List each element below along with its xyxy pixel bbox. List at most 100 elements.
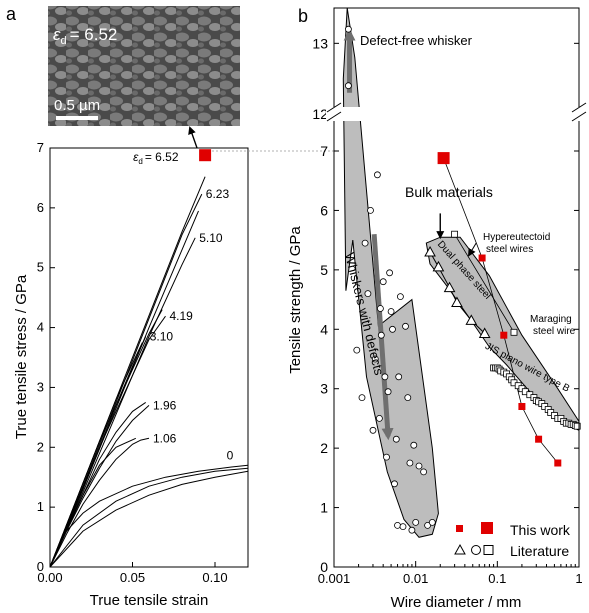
whisker-point [381, 373, 389, 381]
panel-b-xlabel: Wire diameter / mm [391, 594, 522, 611]
dual-phase-point [478, 327, 491, 338]
stress-strain-curve-1.06 [49, 437, 150, 568]
whisker-point [364, 290, 372, 298]
panel-b-ytick-label: 0 [320, 559, 328, 575]
legend-circle-marker [471, 545, 481, 555]
this-work-point [518, 403, 526, 410]
whisker-point [392, 435, 400, 443]
legend-this-work: This work [510, 522, 571, 538]
micrograph-strain-symbol: ε [53, 25, 61, 44]
this-work-point [500, 331, 508, 339]
whisker-point [399, 523, 407, 530]
whisker-point [358, 394, 366, 402]
whisker-point [420, 468, 428, 476]
annotation-hyper-2: steel wires [486, 244, 533, 255]
micrograph-pointer-arrow [188, 126, 198, 149]
panel-a-ytick-label: 1 [37, 499, 44, 514]
panel-a-xlabel: True tensile strain [90, 592, 209, 609]
legend-large-red-square [481, 522, 493, 534]
stress-strain-curve-extra-0 [49, 467, 249, 568]
whisker-point [376, 305, 384, 312]
whisker-point [387, 308, 395, 315]
legend-small-red-square [456, 525, 463, 532]
whisker-point [344, 25, 352, 33]
annotation-defect-free: Defect-free whisker [360, 33, 473, 48]
curve-label-5.10: 5.10 [199, 231, 223, 245]
whisker-point [384, 388, 392, 396]
whisker-point [379, 278, 387, 286]
panel-b-ytick-label: 4 [320, 321, 328, 337]
panel-a-xtick-label: 0.10 [202, 570, 227, 585]
panel-b-ytick-label: 7 [320, 143, 328, 159]
stress-strain-curve-1.96 [49, 405, 150, 568]
panel-b-ytick-label: 1 [320, 500, 328, 516]
whisker-point [375, 414, 383, 422]
panel-b-xtick-label: 0.1 [488, 571, 506, 586]
panel-a-ytick-label: 7 [37, 140, 44, 155]
stress-strain-curve-extra-3 [49, 401, 146, 568]
whisker-point [383, 453, 390, 461]
curve-label-6.52: εd = 6.52 [133, 150, 179, 166]
axis-break [326, 102, 588, 122]
whisker-point [412, 519, 420, 526]
annotation-hyper-1: Hypereutectoid [483, 232, 550, 243]
this-work-line [443, 157, 559, 464]
legend-triangle-marker [454, 543, 466, 555]
curve-label-1.96: 1.96 [153, 398, 177, 412]
micrograph-inset: εd = 6.52 0.5 µm [48, 6, 240, 126]
panel-a-ytick-label: 4 [37, 320, 44, 335]
whisker-point [406, 459, 414, 467]
whisker-point [396, 293, 404, 301]
panel-a-ylabel: True tensile stress / GPa [13, 274, 30, 439]
this-work-point [535, 435, 543, 443]
panel-b-ytick-label: 12 [312, 106, 328, 122]
panel-b-label: b [298, 6, 308, 26]
whisker-point [402, 322, 409, 330]
panel-b-frame [333, 7, 580, 568]
panel-a-ytick-label: 3 [37, 379, 44, 394]
curve-label-1.06: 1.06 [153, 431, 177, 445]
legend-literature: Literature [510, 543, 569, 559]
whisker-region [342, 7, 439, 538]
this-work-point [478, 254, 486, 262]
panel-b-xtick-label: 1 [575, 571, 582, 586]
dual-phase-point [465, 314, 478, 325]
whisker-point [415, 462, 423, 470]
whisker-point [344, 82, 352, 90]
micrograph-strain-value: = 6.52 [70, 25, 118, 44]
whisker-point [369, 426, 377, 434]
panel-a-chart: 0 1.06 1.96 3.10 4.19 5.10 6.23 εd = 6.52 0 1 2 3 4 5… [13, 126, 249, 609]
whisker-point [361, 239, 369, 247]
whisker-point [408, 526, 416, 534]
dual-phase-point [443, 281, 456, 293]
whisker-point [395, 373, 403, 381]
this-work-point [554, 459, 562, 467]
panel-a-xtick-label: 0.05 [120, 570, 145, 585]
dual-phase-point [451, 296, 463, 308]
stress-strain-curve-extra-1 [49, 470, 249, 568]
whisker-point [386, 269, 394, 277]
whisker-point [389, 325, 396, 333]
whisker-point [428, 519, 436, 526]
hyper-pointer-arrow [467, 242, 477, 257]
whisker-point [353, 346, 361, 354]
hypereutectoid-point [451, 230, 459, 238]
annotation-bulk: Bulk materials [405, 184, 493, 200]
panel-b-ytick-label: 13 [312, 35, 328, 51]
panel-b-ytick-label: 3 [320, 381, 328, 397]
whisker-point [410, 441, 418, 449]
scale-bar-label: 0.5 µm [54, 97, 100, 114]
panel-b-ylabel: Tensile strength / GPa [287, 226, 304, 374]
panel-b-ytick-label: 5 [320, 262, 328, 278]
whisker-point [367, 206, 374, 214]
whisker-point [377, 331, 385, 339]
whisker-point [373, 171, 381, 179]
this-work-point [437, 152, 450, 165]
micrograph-strain-label: εd = 6.52 [53, 25, 117, 47]
panel-a-frame [49, 147, 249, 568]
whisker-point [391, 480, 398, 488]
literature-wire-point [573, 422, 581, 430]
panel-a-ytick-label: 0 [37, 559, 44, 574]
